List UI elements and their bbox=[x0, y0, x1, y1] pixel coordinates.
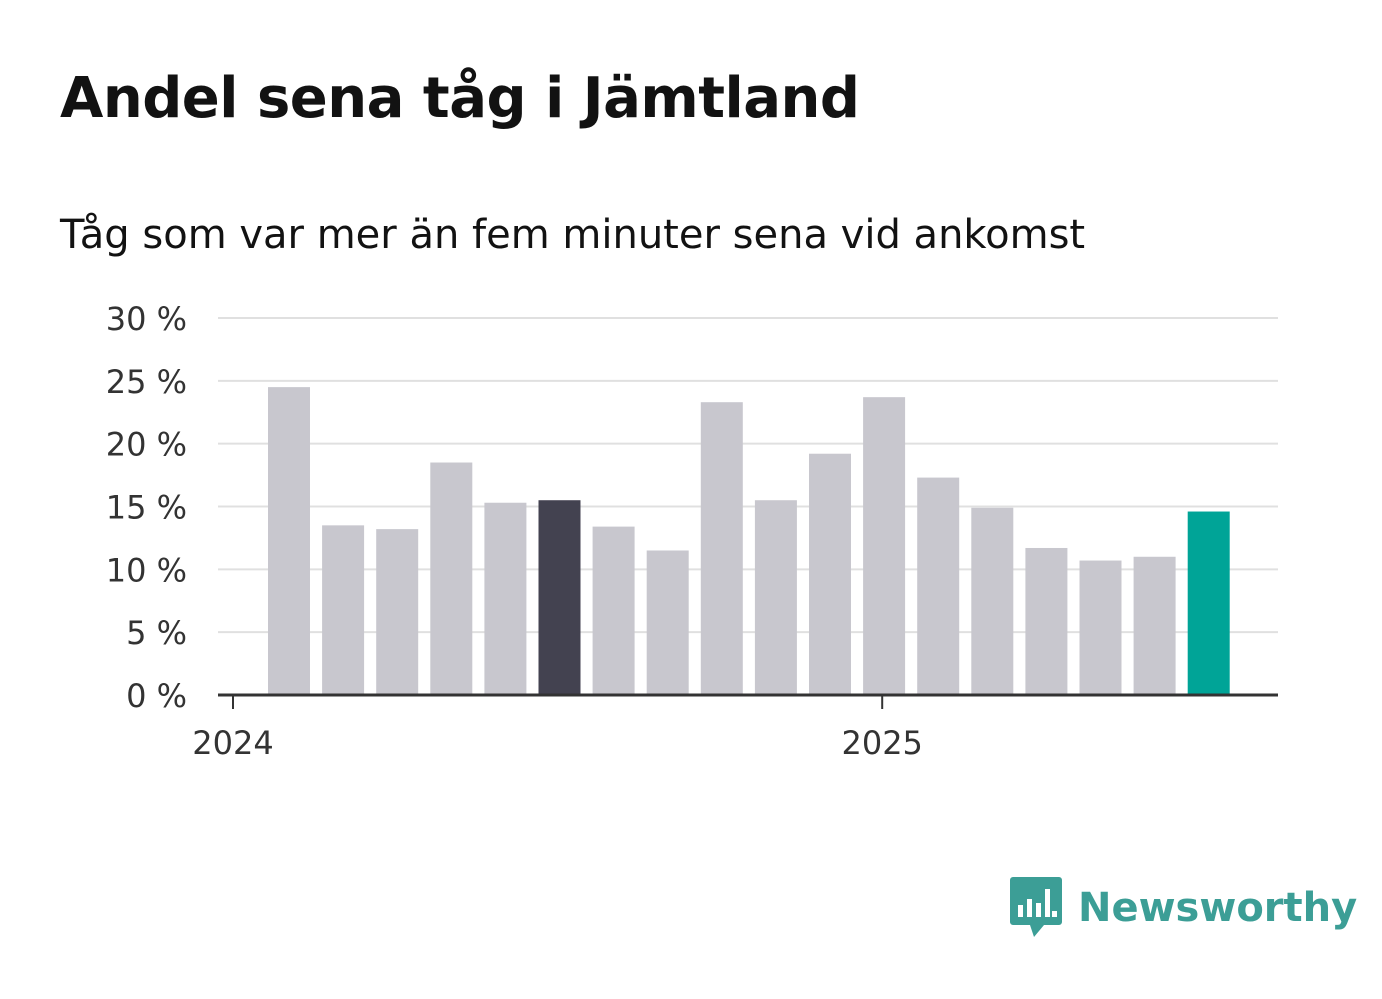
y-tick-label: 25 % bbox=[106, 363, 187, 401]
y-tick-label: 0 % bbox=[126, 677, 187, 715]
bar-2024-07 bbox=[592, 526, 635, 695]
bar-2025-06 bbox=[1187, 511, 1230, 695]
brand-logo-group: Newsworthy bbox=[1010, 876, 1357, 940]
bar-2025-05 bbox=[1133, 556, 1176, 695]
chat-bubble-bar-chart-icon bbox=[1010, 877, 1062, 937]
bar-2024-05 bbox=[484, 502, 527, 695]
chart-title: Andel sena tåg i Jämtland bbox=[60, 66, 860, 131]
x-tick-label: 2025 bbox=[841, 724, 922, 762]
bar-2024-01 bbox=[268, 387, 310, 695]
axes: 0 % 5 % 10 % 15 % 20 % 25 % 30 % 2024 2025 bbox=[106, 300, 1278, 762]
bar-2024-12 bbox=[863, 397, 906, 695]
bar-2025-01 bbox=[917, 477, 960, 695]
bar-2024-04 bbox=[430, 462, 473, 695]
bar-2024-09 bbox=[700, 402, 743, 695]
y-tick-label: 30 % bbox=[106, 300, 187, 338]
chart-subtitle: Tåg som var mer än fem minuter sena vid … bbox=[60, 212, 1086, 258]
bar-2025-02 bbox=[971, 507, 1014, 695]
bar-2024-11 bbox=[809, 453, 851, 695]
brand-name: Newsworthy bbox=[1078, 885, 1358, 931]
bar-2024-10 bbox=[754, 500, 797, 695]
bar-2024-08 bbox=[646, 550, 689, 695]
bar-2025-04 bbox=[1079, 560, 1122, 695]
bar-2024-03 bbox=[376, 529, 419, 695]
bar-chart: 0 % 5 % 10 % 15 % 20 % 25 % 30 % 2024 2025 bbox=[106, 300, 1278, 762]
x-tick-label: 2024 bbox=[192, 724, 273, 762]
bar-2025-03 bbox=[1025, 547, 1068, 695]
y-tick-label: 10 % bbox=[106, 551, 187, 589]
bars bbox=[268, 387, 1230, 695]
bar-2024-06 bbox=[538, 500, 581, 695]
y-tick-label: 15 % bbox=[106, 489, 187, 527]
bar-2024-02 bbox=[322, 525, 365, 695]
y-tick-label: 20 % bbox=[106, 426, 187, 464]
y-tick-label: 5 % bbox=[126, 614, 187, 652]
